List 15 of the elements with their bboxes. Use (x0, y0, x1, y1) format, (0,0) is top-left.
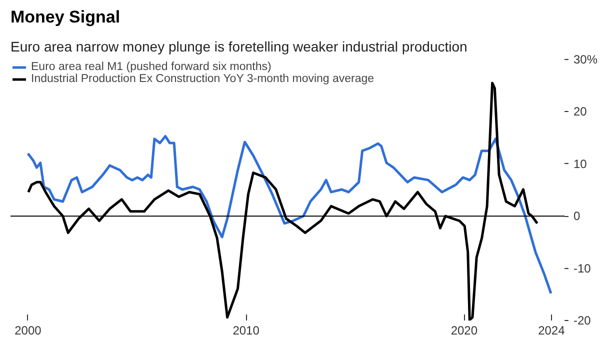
x-tick-label: 2010 (232, 324, 260, 337)
y-tick-label: 0 (574, 209, 580, 224)
y-tick-label: -20 (574, 314, 592, 328)
line-series (26, 134, 552, 295)
x-tick-label: 2000 (14, 324, 42, 337)
y-tick-label: -10 (574, 261, 592, 276)
x-tick-label: 2024 (538, 324, 566, 337)
y-tick-label: 30% (574, 52, 598, 66)
y-tick-label: 20 (574, 104, 588, 119)
legend-label: Euro area real M1 (pushed forward six months) (31, 61, 272, 73)
x-tick-label: 2020 (450, 324, 478, 337)
legend-label: Industrial Production Ex Construction YoY 3-month moving average (31, 73, 374, 85)
chart-subtitle: Euro area narrow money plunge is foretelling weaker industrial production (10, 38, 468, 54)
chart-title: Money Signal (10, 8, 120, 26)
y-tick-label: 10 (574, 156, 588, 171)
